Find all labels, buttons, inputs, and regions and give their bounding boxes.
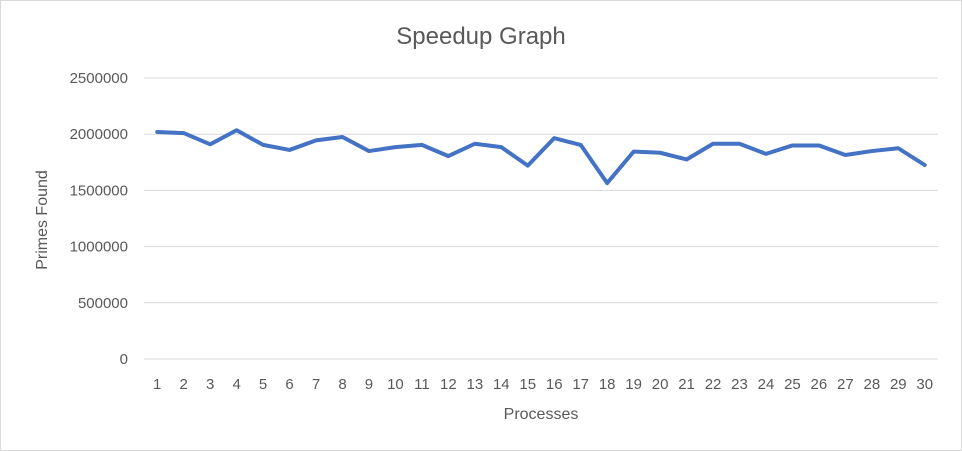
y-axis-tick-labels: 0 500000 1000000 1500000 2000000 2500000	[70, 70, 128, 368]
series-line	[155, 128, 927, 186]
y-tick-label: 2000000	[70, 126, 128, 143]
chart-title: Speedup Graph	[396, 23, 565, 50]
x-tick-label: 23	[731, 376, 748, 393]
x-tick-label: 14	[493, 376, 510, 393]
y-tick-label: 0	[120, 351, 128, 368]
x-tick-label: 5	[259, 376, 267, 393]
x-tick-label: 30	[916, 376, 933, 393]
x-tick-label: 18	[599, 376, 616, 393]
x-tick-label: 20	[652, 376, 669, 393]
x-axis-title: Processes	[504, 406, 579, 423]
x-tick-label: 6	[285, 376, 293, 393]
x-tick-label: 4	[232, 376, 240, 393]
x-tick-label: 24	[758, 376, 775, 393]
x-tick-label: 15	[519, 376, 536, 393]
x-tick-label: 8	[338, 376, 346, 393]
x-tick-label: 13	[466, 376, 483, 393]
series-layer	[155, 128, 927, 186]
x-tick-label: 25	[784, 376, 801, 393]
x-tick-label: 26	[811, 376, 828, 393]
y-tick-label: 1000000	[70, 239, 128, 256]
y-axis-title: Primes Found	[34, 170, 51, 270]
x-tick-label: 11	[414, 376, 430, 393]
gridlines	[144, 77, 938, 360]
x-axis-tick-labels: 1 2 3 4 5 6 7 8 9 10 11 12 13 14 15 16 17 18 19 20 21 22 23 24 2…	[153, 376, 933, 393]
x-tick-label: 7	[312, 376, 320, 393]
x-tick-label: 22	[705, 376, 722, 393]
x-tick-label: 21	[678, 376, 695, 393]
x-tick-label: 19	[625, 376, 642, 393]
x-tick-label: 3	[206, 376, 214, 393]
x-tick-label: 17	[572, 376, 589, 393]
x-tick-label: 10	[387, 376, 404, 393]
y-tick-label: 1500000	[70, 182, 128, 199]
x-tick-label: 12	[440, 376, 457, 393]
x-tick-label: 28	[863, 376, 880, 393]
x-tick-label: 16	[546, 376, 563, 393]
x-tick-label: 1	[153, 376, 161, 393]
x-tick-label: 2	[180, 376, 188, 393]
x-tick-label: 27	[837, 376, 854, 393]
y-tick-label: 2500000	[70, 70, 128, 87]
x-tick-label: 29	[890, 376, 907, 393]
y-tick-label: 500000	[78, 295, 128, 312]
x-tick-label: 9	[365, 376, 373, 393]
